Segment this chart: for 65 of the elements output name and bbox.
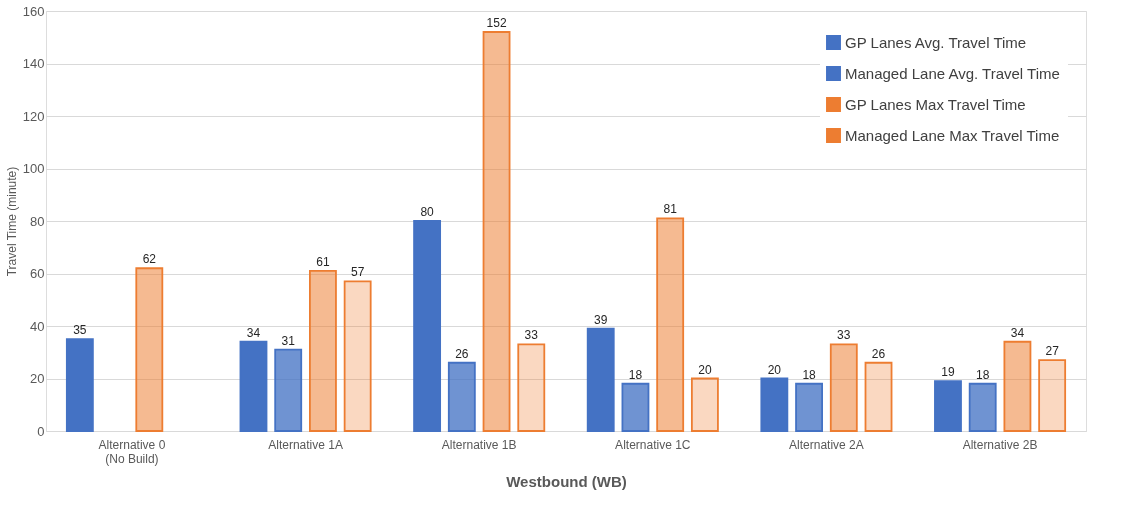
y-tick-label: 80 bbox=[30, 213, 45, 229]
data-label: 27 bbox=[1045, 344, 1060, 359]
bar bbox=[829, 343, 858, 432]
bar bbox=[135, 267, 164, 432]
x-tick-label: Alternative 1A bbox=[268, 437, 343, 452]
data-label: 19 bbox=[941, 365, 955, 380]
data-label: 26 bbox=[871, 346, 886, 361]
data-label: 34 bbox=[1010, 325, 1025, 340]
data-label: 20 bbox=[767, 362, 782, 377]
y-tick-label: 140 bbox=[22, 56, 45, 71]
x-tick-label: Alternative 2A bbox=[789, 437, 864, 452]
bar bbox=[447, 361, 476, 432]
data-label: 81 bbox=[663, 202, 678, 217]
data-label: 18 bbox=[802, 367, 817, 382]
bar bbox=[482, 31, 511, 432]
bar bbox=[65, 338, 94, 432]
y-tick-label: 60 bbox=[30, 266, 45, 281]
bar bbox=[413, 220, 442, 432]
x-tick-label: Alternative 1B bbox=[441, 437, 517, 452]
y-tick-label: 120 bbox=[22, 108, 45, 124]
data-label: 20 bbox=[698, 362, 712, 377]
data-label: 34 bbox=[246, 325, 261, 340]
data-label: 35 bbox=[73, 323, 87, 338]
y-tick-label: 40 bbox=[30, 318, 45, 334]
x-tick-label: Alternative 1C bbox=[615, 437, 691, 452]
x-axis-title: Westbound (WB) bbox=[506, 472, 627, 490]
bar bbox=[517, 343, 546, 432]
legend-label: GP Lanes Max Travel Time bbox=[845, 95, 1026, 113]
y-tick-label: 160 bbox=[22, 3, 45, 19]
bar bbox=[1003, 340, 1032, 432]
bar bbox=[621, 382, 650, 432]
data-label: 31 bbox=[281, 333, 296, 348]
x-tick-label: Alternative 0 (No Build) bbox=[98, 437, 166, 466]
bar bbox=[968, 382, 997, 432]
data-label: 18 bbox=[628, 367, 643, 382]
legend-label: Managed Lane Max Travel Time bbox=[845, 126, 1060, 144]
bar bbox=[795, 382, 823, 432]
y-tick-label: 100 bbox=[22, 161, 45, 176]
data-label: 62 bbox=[142, 252, 157, 267]
bar bbox=[343, 280, 372, 432]
data-label: 33 bbox=[837, 328, 851, 343]
data-label: 39 bbox=[594, 312, 608, 327]
y-axis-title: Travel Time (minute) bbox=[4, 166, 19, 277]
data-label: 57 bbox=[350, 265, 365, 280]
bar bbox=[864, 361, 893, 432]
bar bbox=[239, 340, 268, 432]
legend-label: Managed Lane Avg. Travel Time bbox=[845, 64, 1060, 82]
legend-label: GP Lanes Avg. Travel Time bbox=[845, 33, 1027, 51]
bar bbox=[274, 348, 303, 432]
bar bbox=[934, 380, 962, 432]
bar bbox=[1038, 359, 1067, 432]
data-label: 80 bbox=[420, 205, 435, 219]
data-label: 33 bbox=[524, 328, 539, 343]
data-label: 152 bbox=[486, 16, 507, 30]
data-label: 61 bbox=[316, 254, 330, 269]
x-tick-label: Alternative 2B bbox=[962, 437, 1038, 452]
data-label: 18 bbox=[976, 367, 990, 382]
bar bbox=[690, 377, 719, 432]
bar bbox=[760, 377, 789, 432]
bar bbox=[656, 217, 685, 432]
y-tick-label: 0 bbox=[37, 423, 45, 439]
y-tick-label: 20 bbox=[30, 371, 45, 386]
bar bbox=[586, 327, 615, 432]
data-label: 26 bbox=[455, 346, 469, 361]
bar bbox=[309, 269, 337, 432]
